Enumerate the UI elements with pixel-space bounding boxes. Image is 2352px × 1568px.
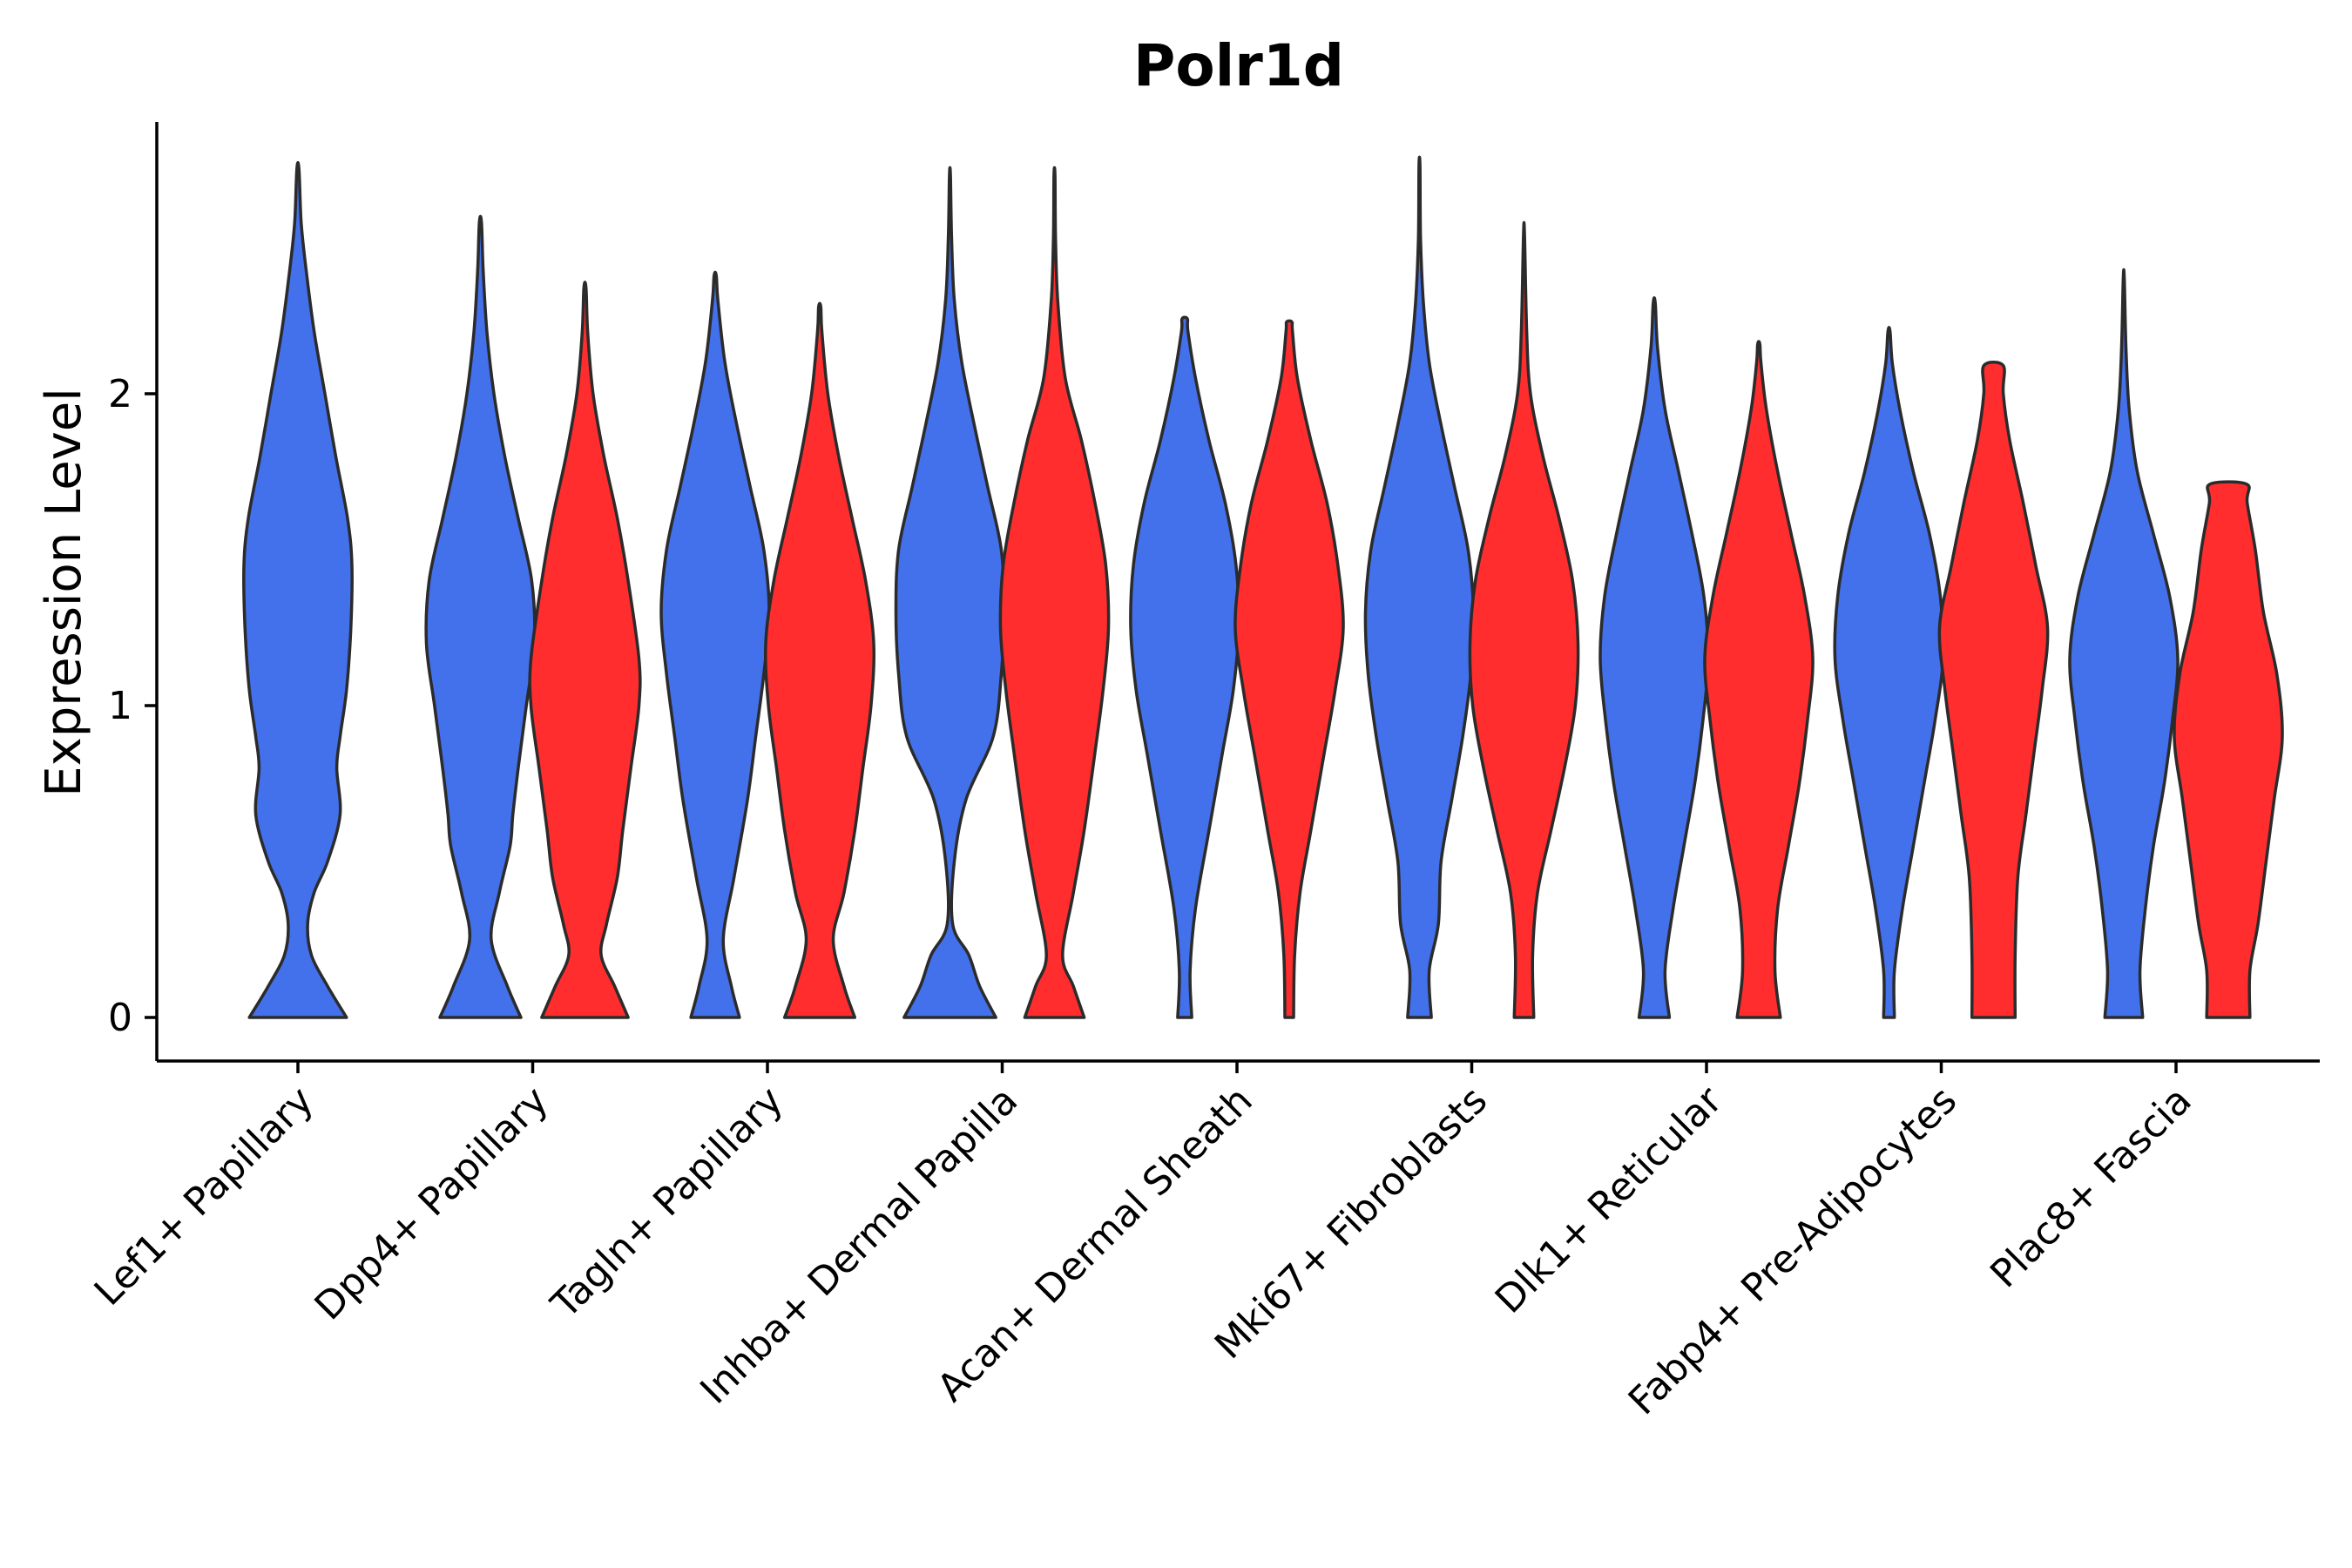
violin-4-1: [1233, 319, 1345, 1019]
violin-8-1: [2173, 480, 2284, 1019]
x-tick-label: Mki67+ Fibroblasts: [1206, 1078, 1496, 1368]
violin-8-0: [2068, 267, 2180, 1019]
violin-4-0: [1129, 315, 1240, 1019]
violin-1-1: [528, 280, 642, 1019]
y-tick-label: 2: [108, 372, 132, 416]
violin-5-1: [1468, 220, 1580, 1019]
violin-7-1: [1937, 361, 2050, 1019]
x-tick-label: Lef1+ Papillary: [86, 1078, 322, 1315]
violin-2-1: [763, 301, 876, 1019]
violin-7-0: [1833, 326, 1945, 1019]
violin-5-0: [1363, 155, 1476, 1019]
x-tick-label: Plac8+ Fascia: [1982, 1078, 2200, 1297]
violin-6-0: [1598, 296, 1710, 1019]
violin-1-0: [424, 214, 537, 1019]
y-axis-label: Expression Level: [36, 388, 92, 797]
x-tick-label: Dlk1+ Reticular: [1487, 1078, 1732, 1322]
violin-group: [242, 155, 2284, 1019]
violin-6-1: [1703, 340, 1815, 1019]
y-tick-label: 1: [108, 684, 132, 728]
chart-title: Polr1d: [1133, 32, 1344, 99]
violin-2-0: [659, 270, 771, 1019]
violin-0-0: [242, 160, 354, 1019]
violin-3-0: [894, 166, 1006, 1019]
y-axis-ticks: 0 1 2: [108, 372, 157, 1040]
violin-3-1: [998, 166, 1111, 1019]
x-tick-label: Tagln+ Papillary: [543, 1078, 792, 1328]
y-tick-label: 0: [108, 996, 132, 1040]
x-tick-label: Dpp4+ Papillary: [307, 1078, 558, 1329]
